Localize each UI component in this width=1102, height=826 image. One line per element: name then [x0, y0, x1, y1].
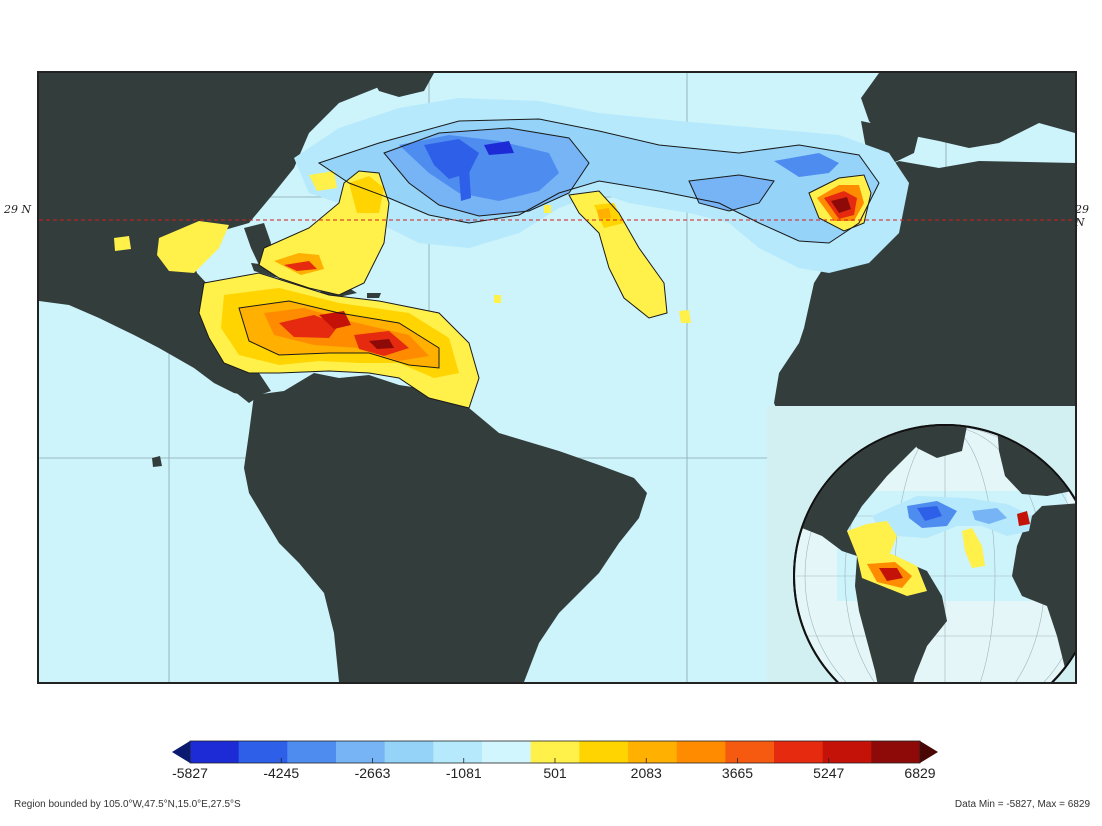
colorbar-tick-label: -2663 — [354, 765, 391, 781]
colorbar-tick-label: -1081 — [445, 765, 482, 781]
south-america — [244, 373, 647, 682]
colorbar-swatch — [871, 741, 921, 763]
colorbar-swatch — [579, 741, 629, 763]
globe-inset — [767, 406, 1075, 682]
colorbar-tick-label: -4245 — [263, 765, 300, 781]
colorbar-swatch — [725, 741, 775, 763]
main-map — [37, 71, 1077, 684]
colorbar-swatch — [530, 741, 580, 763]
gulf-positive — [157, 221, 229, 273]
colorbar-tick-label: 6829 — [904, 765, 936, 781]
colorbar-swatch — [433, 741, 483, 763]
latitude-label-left: 29 N — [4, 203, 32, 216]
colorbar-swatch — [822, 741, 872, 763]
mid-atlantic-positive — [569, 191, 667, 318]
europe — [861, 73, 1075, 148]
globe-canvas — [793, 424, 1075, 682]
colorbar-swatch — [238, 741, 288, 763]
colorbar-tick-label: 2083 — [630, 765, 662, 781]
colorbar-swatch — [774, 741, 824, 763]
colorbar — [172, 740, 938, 764]
colorbar-swatch — [190, 741, 240, 763]
europe-islands — [919, 111, 964, 125]
colorbar-swatch — [336, 741, 386, 763]
colorbar-tick-label: 501 — [543, 765, 567, 781]
puerto-rico — [367, 293, 381, 298]
anomaly-fields — [114, 98, 909, 409]
colorbar-swatch — [287, 741, 337, 763]
colorbar-swatch — [676, 741, 726, 763]
colorbar-over-arrow — [920, 741, 938, 763]
colorbar-under-arrow — [172, 741, 190, 763]
colorbar-swatch — [384, 741, 434, 763]
colorbar-tick-label: 3665 — [721, 765, 754, 781]
colorbar-swatch — [628, 741, 678, 763]
north-america — [39, 73, 389, 397]
central-america — [189, 353, 261, 403]
colorbar-tick-label: 5247 — [813, 765, 845, 781]
data-range-text: Data Min = -5827, Max = 6829 — [954, 799, 1090, 810]
colorbar-swatch — [482, 741, 532, 763]
region-bounds-text: Region bounded by 105.0°W,47.5°N,15.0°E,… — [14, 799, 241, 810]
small-island — [152, 456, 162, 467]
greenland — [369, 73, 434, 97]
colorbar-tick-label: -5827 — [172, 765, 208, 781]
latitude-label-right: 29 N — [1075, 203, 1089, 229]
